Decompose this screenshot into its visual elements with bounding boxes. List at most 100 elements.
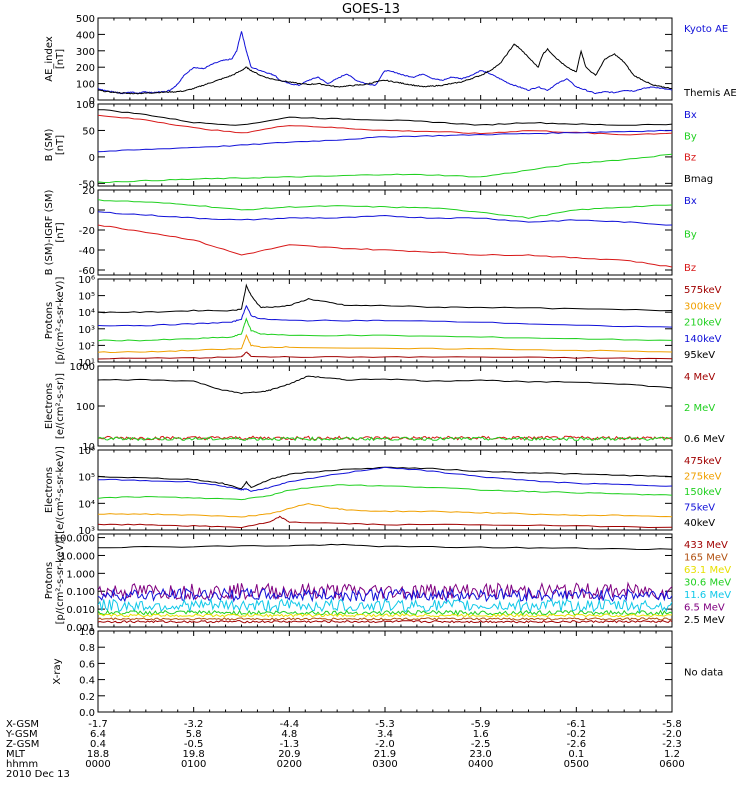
y-axis-units: [nT] (55, 135, 66, 155)
footer-row-label: Z-GSM (6, 739, 39, 750)
footer-value-x: -6.1 (567, 719, 587, 730)
footer-value-hhmm: 0400 (468, 759, 493, 770)
footer-row-label: MLT (6, 749, 26, 760)
footer-value-z: -0.5 (184, 739, 204, 750)
y-tick-label: 10² (78, 341, 95, 352)
y-tick-label: 1.000 (66, 569, 95, 580)
legend-label: 0.6 MeV (684, 434, 725, 445)
legend-label: 300keV (684, 301, 722, 312)
series-line-darkred (98, 619, 672, 624)
series-line-black (98, 543, 672, 551)
panel-frame-2 (97, 103, 673, 187)
footer-value-mlt: 18.8 (87, 749, 109, 760)
series-line-blue (98, 211, 672, 226)
series-line-black (98, 375, 672, 395)
footer-value-hhmm: 0500 (564, 759, 589, 770)
footer-value-z: 0.4 (90, 739, 106, 750)
series-line-blue (98, 304, 672, 328)
legend-label: Bz (684, 153, 696, 164)
legend-label: Bx (684, 196, 697, 207)
no-data-note: No data (684, 668, 723, 679)
y-tick-label: 100 (76, 80, 95, 91)
series-line-green (98, 484, 672, 501)
y-axis-units: [nT] (55, 222, 66, 242)
series-line-red (98, 114, 672, 136)
legend-label: 63.1 MeV (684, 565, 731, 576)
footer-value-x: -5.9 (471, 719, 491, 730)
legend-label: 95keV (684, 350, 715, 361)
footer-value-y: 4.8 (281, 729, 297, 740)
legend-label: 475keV (684, 456, 722, 467)
y-tick-label: 100 (76, 402, 95, 413)
legend-label: 75keV (684, 503, 715, 514)
footer-value-y: 6.4 (90, 729, 106, 740)
series-line-darkred (98, 515, 672, 529)
series-line-orange (98, 333, 672, 354)
series-line-black (98, 283, 672, 314)
legend-label: 30.6 MeV (684, 578, 731, 589)
chart-title: GOES-13 (342, 2, 400, 17)
legend-label: Bmag (684, 174, 713, 185)
y-axis-title: Protons (44, 302, 55, 339)
y-tick-label: 10 (82, 442, 95, 453)
y-tick-label: 0.010 (66, 605, 95, 616)
y-tick-label: 10⁴ (78, 499, 95, 510)
legend-label: 2 MeV (684, 403, 715, 414)
y-axis-units: [nT] (55, 49, 66, 69)
y-tick-label: 0.4 (79, 676, 95, 687)
footer-value-hhmm: 0300 (372, 759, 397, 770)
footer-value-x: -1.7 (88, 719, 108, 730)
footer-value-mlt: 19.8 (183, 749, 205, 760)
legend-label: 40keV (684, 518, 715, 529)
series-line-purple (98, 581, 672, 601)
legend-label: Kyoto AE (684, 24, 728, 35)
footer-value-y: 1.6 (473, 729, 489, 740)
footer-value-x: -5.3 (375, 719, 395, 730)
footer-value-hhmm: 0200 (277, 759, 302, 770)
series-line-blue (98, 129, 672, 153)
y-tick-label: 10⁴ (78, 308, 95, 319)
footer-row-label: hhmm (6, 759, 38, 770)
y-tick-label: 10⁶ (78, 275, 95, 286)
y-axis-title: Electrons (44, 467, 55, 513)
y-axis-title: Electrons (44, 383, 55, 429)
footer-value-x: -4.4 (280, 719, 300, 730)
series-line-blue (98, 466, 672, 492)
y-axis-title: B (SM)-IGRF (SM) (44, 190, 55, 276)
legend-label: 6.5 MeV (684, 603, 725, 614)
y-tick-label: 20 (82, 186, 95, 197)
y-tick-label: -50 (79, 179, 95, 190)
y-tick-label: 0.001 (66, 623, 95, 634)
y-tick-label: 300 (76, 47, 95, 58)
y-tick-label: 1000 (70, 362, 95, 373)
y-tick-label: 0.2 (79, 692, 95, 703)
footer-value-z: -2.6 (567, 739, 587, 750)
y-tick-label: 100.000 (54, 534, 95, 545)
y-axis-units: [e/(cm²-s-sr-keV)] (55, 446, 66, 534)
legend-label: Themis AE (683, 88, 737, 99)
y-axis-units: [e/(cm²-s-sr)] (55, 373, 66, 439)
y-tick-label: 100 (76, 100, 95, 111)
y-tick-label: 0.8 (79, 643, 95, 654)
legend-label: 2.5 MeV (684, 615, 725, 626)
footer-value-y: 5.8 (186, 729, 202, 740)
series-line-blue (98, 31, 672, 95)
series-line-orange (98, 503, 672, 518)
y-tick-label: 0 (89, 153, 95, 164)
footer-value-y: 3.4 (377, 729, 393, 740)
legend-label: Bz (684, 263, 696, 274)
y-tick-label: -40 (79, 246, 95, 257)
y-tick-label: 10³ (78, 325, 95, 336)
footer-row-label: X-GSM (6, 719, 39, 730)
legend-label: 575keV (684, 285, 722, 296)
legend-label: Bx (684, 110, 697, 121)
y-axis-units: [p/(cm²-s-sr-keV)] (55, 537, 66, 625)
legend-label: 150keV (684, 487, 722, 498)
y-tick-label: 400 (76, 30, 95, 41)
footer-value-mlt: 20.9 (278, 749, 300, 760)
y-tick-label: 0.6 (79, 659, 95, 670)
y-tick-label: 10⁵ (78, 473, 95, 484)
series-line-yellow (98, 613, 672, 618)
y-tick-label: 10³ (78, 526, 95, 537)
y-axis-title: B (SM) (44, 128, 55, 161)
